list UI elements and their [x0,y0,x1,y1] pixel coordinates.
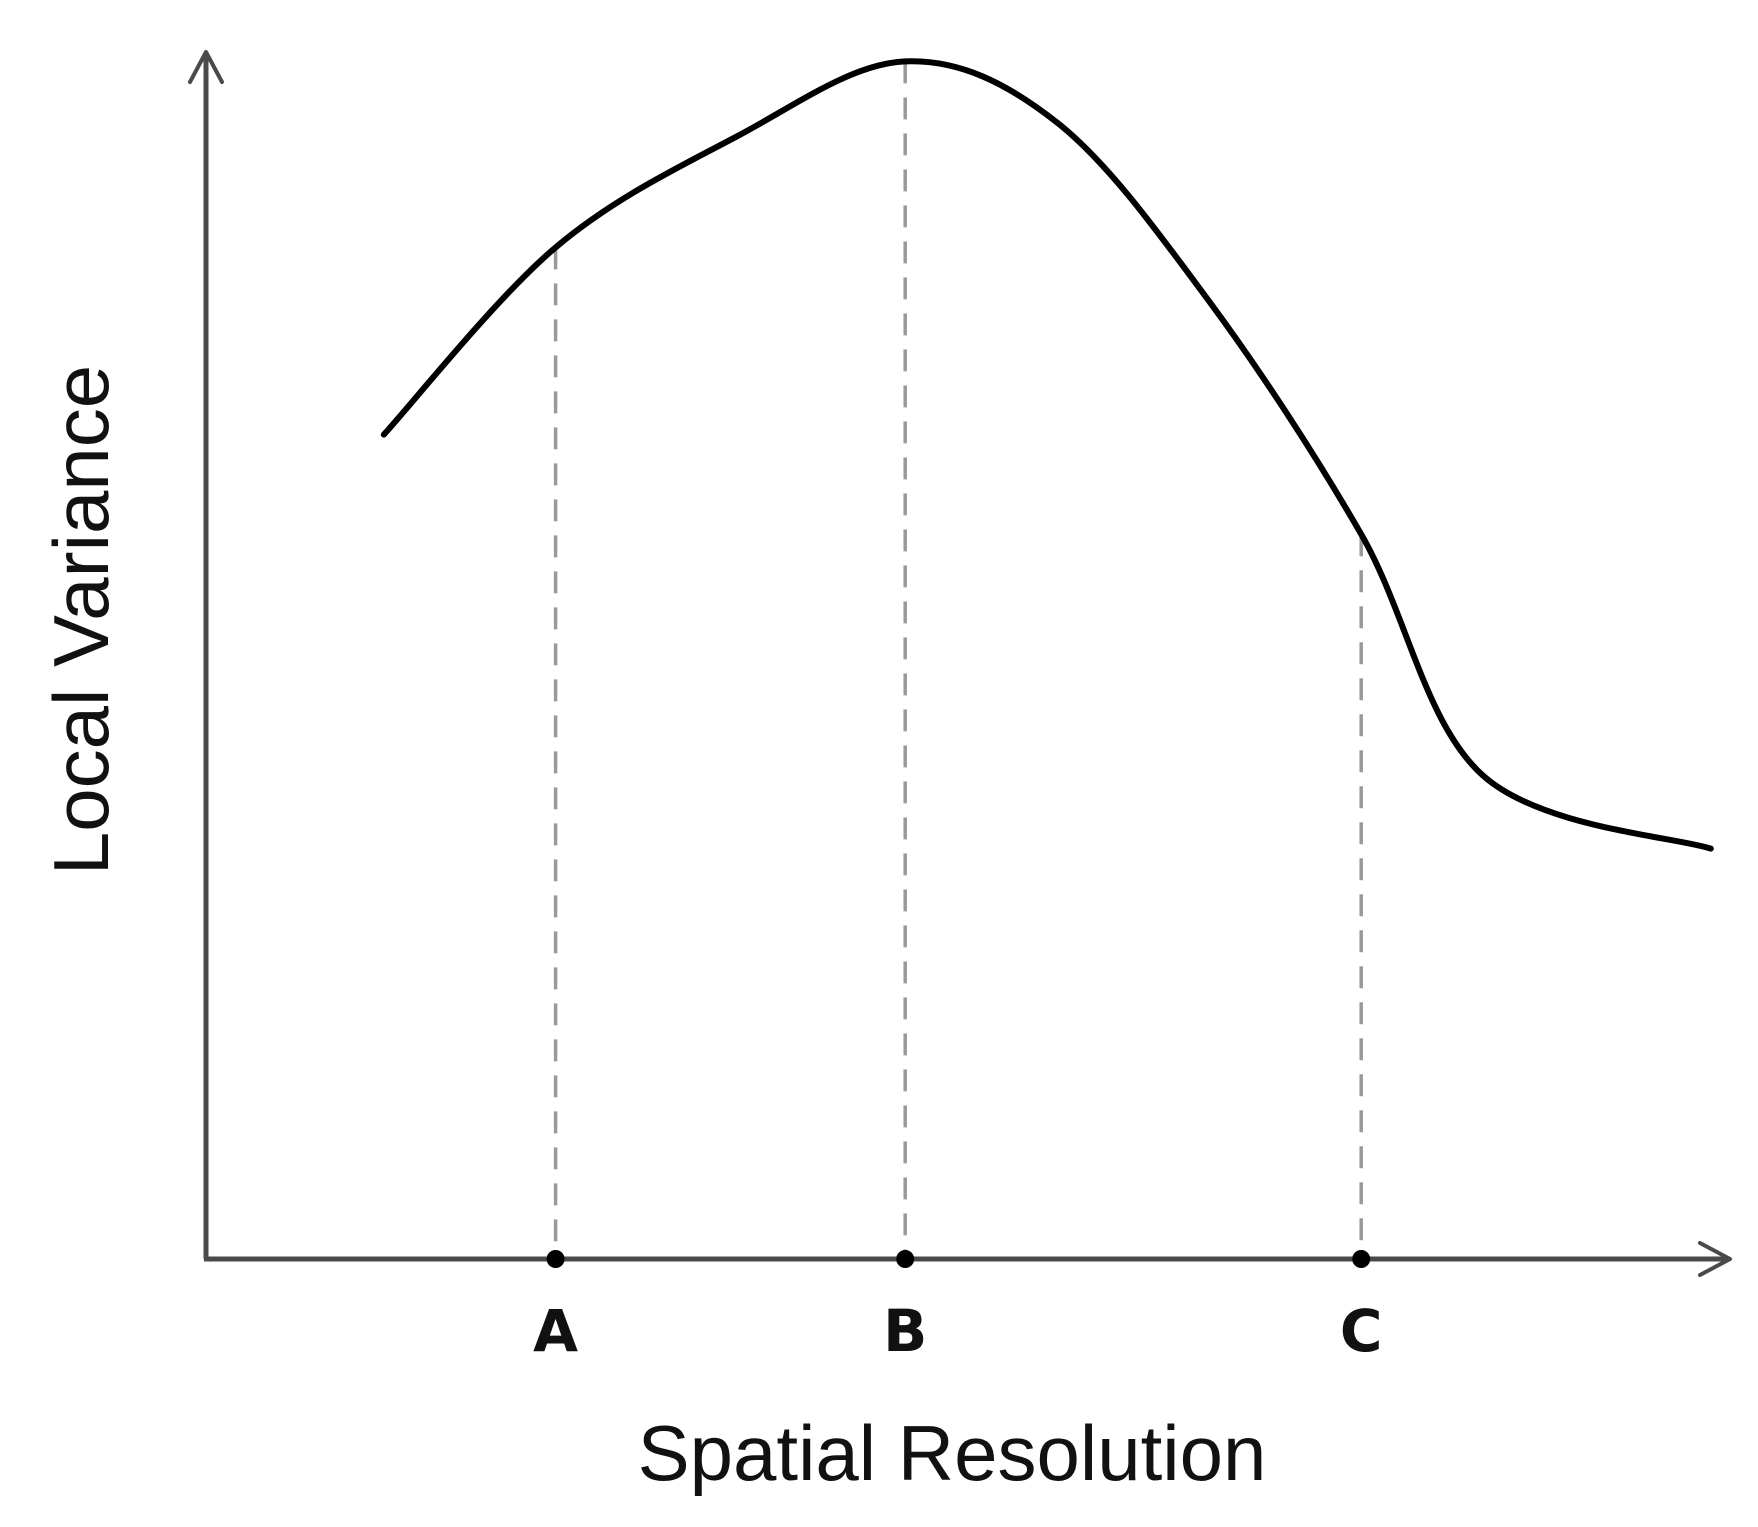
marker-point-b [896,1250,915,1268]
axis-markers: A B C [533,1250,1382,1365]
marker-point-c [1352,1250,1371,1268]
tick-label-a: A [533,1297,578,1365]
x-axis-label: Spatial Resolution [638,1409,1267,1497]
guide-lines [553,61,1363,1259]
x-axis-arrow-icon [1698,1241,1732,1277]
tick-label-c: C [1340,1297,1383,1365]
marker-point-a [546,1250,565,1268]
y-axis-arrow-icon [188,50,224,84]
variance-curve [380,58,1714,852]
y-axis-label: Local Variance [37,365,125,875]
tick-label-b: B [883,1297,927,1365]
